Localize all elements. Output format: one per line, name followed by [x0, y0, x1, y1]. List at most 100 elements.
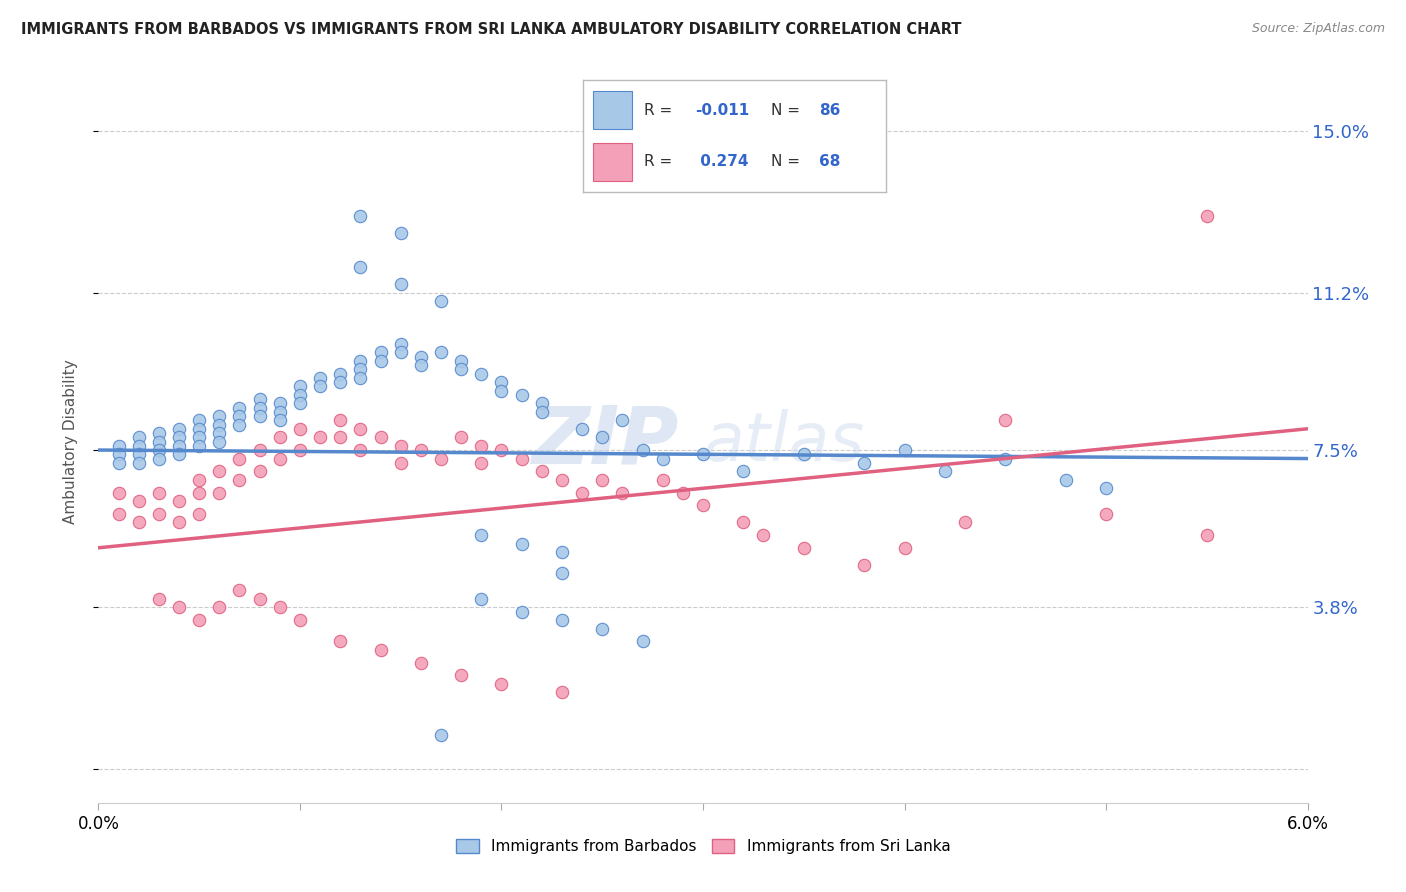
Point — [167, 516, 190, 530]
Point — [128, 447, 150, 461]
Point — [228, 417, 250, 432]
Point — [208, 485, 231, 500]
Point — [107, 456, 129, 470]
Point — [269, 405, 291, 419]
Point — [953, 516, 976, 530]
Point — [329, 634, 352, 648]
Point — [188, 613, 211, 627]
Point — [510, 536, 533, 550]
Point — [128, 439, 150, 453]
Point — [571, 485, 593, 500]
Point — [107, 485, 129, 500]
Point — [430, 451, 453, 466]
Point — [370, 345, 392, 359]
Point — [793, 447, 815, 461]
Point — [612, 485, 634, 500]
Point — [389, 277, 412, 292]
Point — [530, 396, 553, 410]
Point — [148, 507, 170, 521]
Text: 0.274: 0.274 — [696, 154, 749, 169]
Bar — [592, 91, 631, 129]
Point — [510, 605, 533, 619]
Point — [1095, 481, 1118, 495]
Point — [208, 409, 231, 423]
Point — [269, 396, 291, 410]
Point — [249, 591, 271, 606]
Point — [329, 430, 352, 444]
Point — [309, 371, 332, 385]
Point — [288, 443, 311, 458]
Point — [571, 422, 593, 436]
Text: -0.011: -0.011 — [696, 103, 749, 118]
Bar — [592, 143, 631, 180]
Point — [148, 434, 170, 449]
Point — [409, 443, 432, 458]
Point — [530, 405, 553, 419]
Point — [491, 677, 513, 691]
Point — [853, 558, 876, 572]
Point — [329, 375, 352, 389]
Point — [309, 379, 332, 393]
Point — [752, 528, 775, 542]
Point — [612, 413, 634, 427]
Point — [450, 362, 472, 376]
Point — [733, 516, 755, 530]
Point — [167, 430, 190, 444]
Point — [491, 384, 513, 398]
Point — [470, 439, 492, 453]
Point — [188, 422, 211, 436]
Point — [269, 430, 291, 444]
Point — [389, 345, 412, 359]
Point — [167, 447, 190, 461]
Point — [188, 485, 211, 500]
Point — [128, 494, 150, 508]
Point — [309, 430, 332, 444]
Point — [631, 443, 654, 458]
Point — [470, 456, 492, 470]
Point — [510, 388, 533, 402]
Point — [430, 345, 453, 359]
Point — [470, 367, 492, 381]
Point — [128, 516, 150, 530]
Point — [692, 498, 714, 512]
Text: 86: 86 — [820, 103, 841, 118]
Text: ZIP: ZIP — [531, 402, 679, 481]
Text: N =: N = — [770, 103, 804, 118]
Point — [551, 473, 574, 487]
Point — [249, 464, 271, 478]
Point — [409, 656, 432, 670]
Point — [148, 425, 170, 440]
Text: N =: N = — [770, 154, 804, 169]
Point — [329, 413, 352, 427]
Point — [934, 464, 956, 478]
Point — [107, 447, 129, 461]
Point — [288, 396, 311, 410]
Point — [994, 413, 1017, 427]
Point — [672, 485, 695, 500]
Point — [188, 430, 211, 444]
Point — [148, 591, 170, 606]
Point — [349, 371, 371, 385]
Point — [1054, 473, 1077, 487]
Point — [208, 464, 231, 478]
Point — [370, 430, 392, 444]
Point — [491, 443, 513, 458]
Point — [349, 362, 371, 376]
Y-axis label: Ambulatory Disability: Ambulatory Disability — [63, 359, 77, 524]
Point — [269, 451, 291, 466]
Point — [107, 507, 129, 521]
Point — [329, 367, 352, 381]
Point — [148, 443, 170, 458]
Point — [692, 447, 714, 461]
Point — [793, 541, 815, 555]
Point — [853, 456, 876, 470]
Point — [551, 613, 574, 627]
Point — [530, 464, 553, 478]
Point — [349, 422, 371, 436]
Point — [249, 443, 271, 458]
Point — [349, 209, 371, 223]
Point — [148, 451, 170, 466]
Point — [591, 430, 613, 444]
Text: atlas: atlas — [703, 409, 865, 475]
Point — [389, 439, 412, 453]
